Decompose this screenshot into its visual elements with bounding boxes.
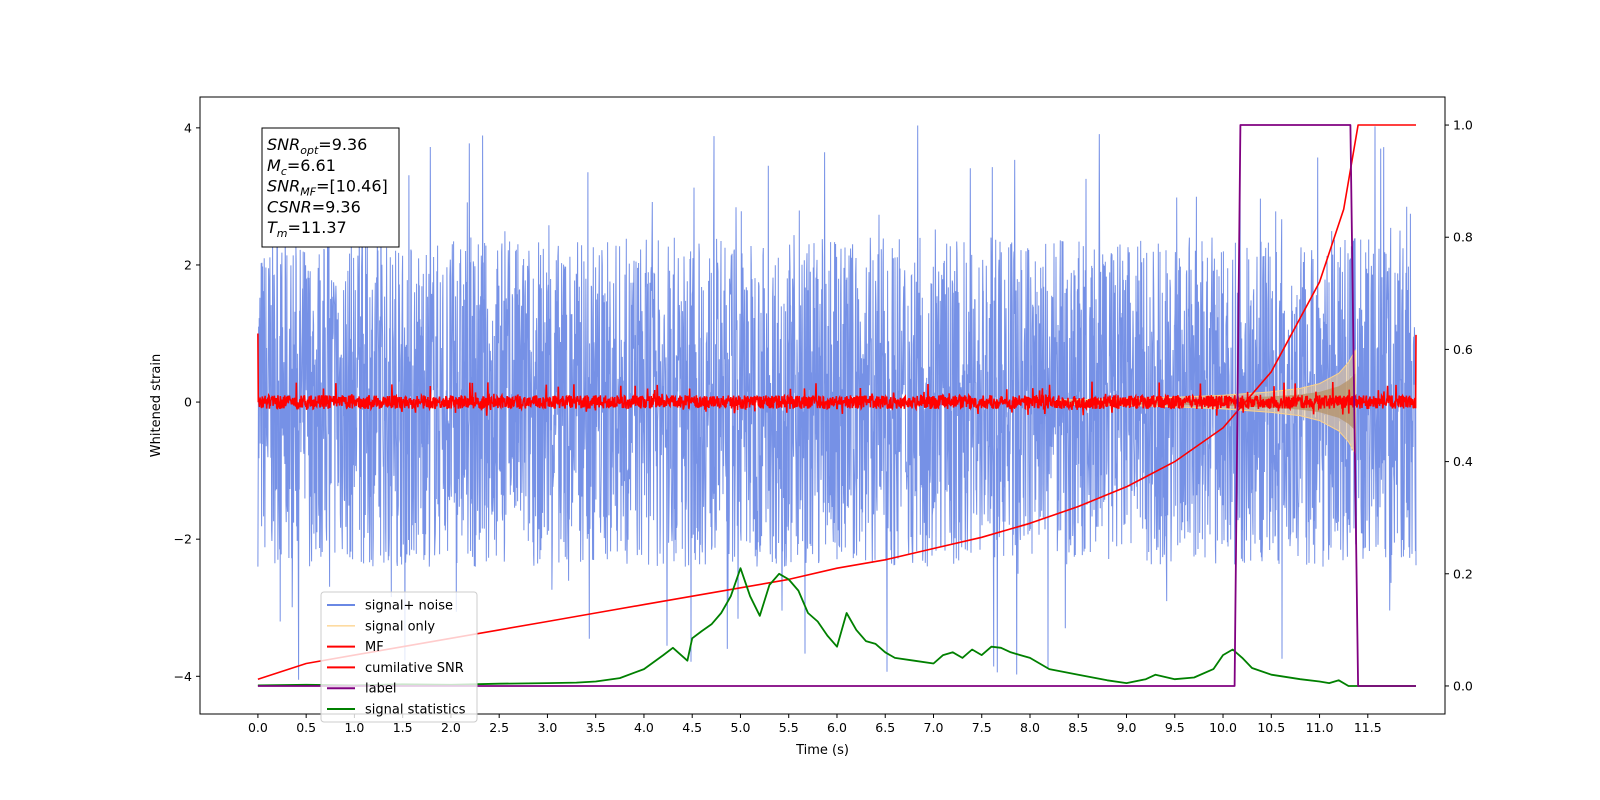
- legend-entry-label: signal statistics: [365, 703, 466, 718]
- series-mf-line: [257, 333, 1417, 416]
- info-symbol: T: [267, 218, 278, 237]
- x-tick-label: 3.0: [537, 720, 557, 735]
- info-value: =9.36: [312, 197, 361, 216]
- y-tick-label: −4: [174, 669, 192, 684]
- info-subscript: m: [277, 227, 288, 240]
- legend-frame: [320, 591, 478, 723]
- series-signal-noise-line: [257, 125, 1417, 680]
- info-box-line: SNRMF=[10.46]: [267, 177, 388, 199]
- y2-tick-label: 0.2: [1453, 566, 1473, 581]
- x-tick-label: 10.0: [1209, 720, 1237, 735]
- plot-area: [257, 124, 1417, 687]
- x-tick-label: 10.5: [1257, 720, 1285, 735]
- info-box-line: Tm=11.37: [267, 218, 347, 240]
- x-tick-label: 2.0: [441, 720, 461, 735]
- x-tick-label: 4.5: [682, 720, 702, 735]
- info-value: =9.36: [318, 135, 367, 154]
- x-tick-label: 0.5: [296, 720, 316, 735]
- x-tick-label: 11.0: [1306, 720, 1334, 735]
- y-tick-label: −2: [174, 532, 192, 547]
- legend: signal+ noise signal only MF cumilative SNR…: [320, 591, 478, 723]
- plot-layer: [257, 124, 1417, 687]
- info-symbol: SNR: [267, 135, 300, 154]
- x-tick-label: 6.0: [827, 720, 847, 735]
- x-tick-label: 1.5: [393, 720, 413, 735]
- x-tick-label: 9.5: [1165, 720, 1185, 735]
- legend-entry-label: cumilative SNR: [365, 661, 464, 676]
- x-tick-label: 0.0: [248, 720, 268, 735]
- x-tick-label: 4.0: [634, 720, 654, 735]
- y2-tick-label: 1.0: [1453, 118, 1473, 133]
- x-tick-label: 5.0: [731, 720, 751, 735]
- info-subscript: opt: [300, 144, 319, 157]
- info-value: =6.61: [287, 156, 336, 175]
- x-tick-label: 8.0: [1020, 720, 1040, 735]
- axes-layer: 0.0 0.5 1.0 1.5 2.0 2.5 3.0 3.5 4.0 4.5 5.0 5.5 6.0 6…: [149, 96, 1473, 758]
- info-box-line: Mc=6.61: [267, 156, 336, 178]
- info-box-frame: [261, 127, 400, 248]
- x-tick-label: 8.5: [1068, 720, 1088, 735]
- x-tick-label: 9.0: [1117, 720, 1137, 735]
- info-symbol: M: [267, 156, 281, 175]
- x-tick-label: 11.5: [1354, 720, 1382, 735]
- legend-entry-label: signal only: [365, 619, 435, 634]
- x-tick-label: 5.5: [779, 720, 799, 735]
- x-tick-label: 1.0: [344, 720, 364, 735]
- series-label-line: [257, 124, 1416, 687]
- y-tick-label: 0: [184, 395, 192, 410]
- legend-entry-label: MF: [365, 640, 384, 655]
- y2-tick-label: 0.6: [1453, 342, 1473, 357]
- x-tick-label: 3.5: [586, 720, 606, 735]
- y-tick-label: 4: [184, 120, 192, 135]
- info-box-line: SNRopt=9.36: [267, 135, 367, 157]
- x-tick-label: 6.5: [875, 720, 895, 735]
- x-tick-label: 2.5: [489, 720, 509, 735]
- series-signal-statistics-line: [257, 567, 1416, 687]
- info-value: =[10.46]: [316, 177, 388, 196]
- y-tick-label: 2: [184, 257, 192, 272]
- y2-tick-label: 0.4: [1453, 454, 1473, 469]
- y2-tick-label: 0.0: [1453, 678, 1473, 693]
- info-symbol: SNR: [267, 177, 300, 196]
- y-axis-label: Whitened strain: [149, 354, 164, 457]
- info-box: SNRopt=9.36Mc=6.61SNRMF=[10.46]CSNR=9.36…: [261, 127, 400, 248]
- info-symbol: CSNR: [267, 197, 312, 216]
- info-box-line: CSNR=9.36: [267, 197, 361, 216]
- y2-tick-label: 0.8: [1453, 230, 1473, 245]
- plot-frame: [199, 96, 1446, 715]
- x-tick-label: 7.5: [972, 720, 992, 735]
- x-tick-label: 7.0: [924, 720, 944, 735]
- info-value: =11.37: [288, 218, 347, 237]
- x-axis-label: Time (s): [795, 743, 849, 758]
- info-subscript: MF: [300, 186, 316, 199]
- legend-entry-label: label: [365, 682, 396, 697]
- info-subscript: c: [281, 165, 287, 178]
- legend-entry-label: signal+ noise: [365, 599, 453, 614]
